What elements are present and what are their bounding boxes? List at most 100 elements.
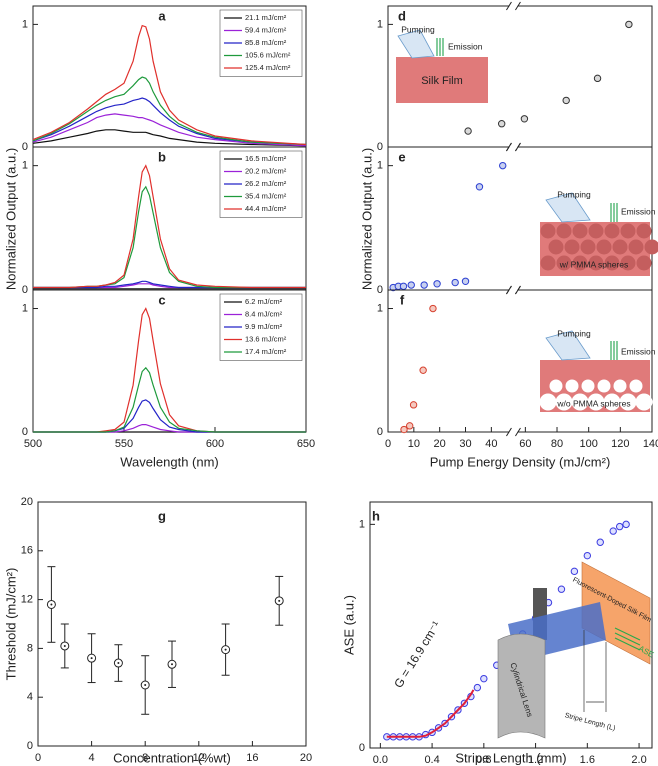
data-point — [625, 20, 633, 29]
void — [587, 393, 605, 411]
void — [539, 393, 557, 411]
sphere — [540, 255, 556, 271]
insets: Pumping Emission Silk Film Pumping Emiss… — [396, 24, 658, 739]
ase-arrows — [614, 627, 641, 651]
data-point-center — [278, 599, 281, 602]
data-point — [562, 96, 570, 105]
panel-label: d — [398, 8, 406, 23]
data-point — [622, 520, 630, 529]
sphere — [620, 255, 636, 271]
x-tick-label: 16 — [246, 752, 258, 764]
fit-line — [386, 689, 475, 738]
plot-frame — [369, 501, 653, 749]
axis-break — [509, 430, 518, 434]
sphere — [540, 223, 556, 239]
data-point — [419, 366, 427, 374]
axis-break — [515, 142, 521, 152]
sphere — [636, 223, 652, 239]
pump-beam — [545, 330, 591, 361]
x-tick-label: 1.2 — [528, 754, 543, 766]
x-tick-label: 30 — [459, 438, 471, 450]
x-tick-label: 140 — [643, 438, 658, 450]
axis-break — [506, 427, 512, 437]
data-point — [557, 585, 566, 593]
data-point-center — [171, 663, 173, 666]
panel-label: c — [158, 292, 165, 307]
legend-label: 44.4 mJ/cm² — [245, 204, 287, 213]
data-point — [451, 278, 459, 287]
data-point — [499, 161, 507, 170]
legend-label: 26.2 mJ/cm² — [245, 179, 287, 188]
inset-label: Pumping — [557, 328, 591, 338]
inset-label: Emission — [621, 346, 656, 356]
spectrum-line — [32, 113, 307, 147]
legend-label: 6.2 mJ/cm² — [245, 297, 283, 306]
axis-break — [509, 145, 518, 149]
void — [571, 393, 589, 411]
inset-label: Emission — [621, 206, 656, 216]
data-point — [596, 538, 604, 546]
panel-label: e — [398, 149, 405, 164]
data-point — [429, 304, 437, 313]
data-point — [615, 522, 624, 531]
x-tick-label: 0.4 — [424, 754, 439, 766]
x-tick-label: 12 — [193, 752, 205, 764]
voids — [539, 379, 653, 411]
y-tick-label: 12 — [21, 594, 33, 606]
spectrum-line — [32, 24, 307, 146]
x-tick-label: 0 — [385, 438, 391, 450]
y-axis-title: Threshold (mJ/cm²) — [3, 568, 18, 681]
sphere — [572, 223, 588, 239]
y-tick-label: 0 — [22, 426, 28, 438]
axis-break — [509, 4, 518, 8]
y-tick-label: 1 — [22, 302, 28, 314]
axis-break — [506, 285, 512, 295]
sphere — [628, 239, 644, 255]
sphere — [564, 239, 580, 255]
y-tick-label: 1 — [22, 18, 28, 30]
legend-label: 105.6 mJ/cm² — [245, 50, 291, 59]
panel-label: f — [400, 292, 405, 307]
sphere — [588, 255, 604, 271]
spectrum-line — [33, 164, 306, 289]
x-tick-label: 500 — [24, 438, 42, 450]
data-point — [570, 567, 579, 576]
emission-arrows — [610, 203, 618, 222]
x-tick-label: 0 — [35, 752, 41, 764]
data-point-center — [144, 684, 147, 686]
plot-frame — [387, 289, 653, 433]
sphere — [580, 239, 596, 255]
x-axis-title: Wavelength (nm) — [120, 454, 219, 469]
data-point — [609, 527, 617, 535]
x-axis-title: Concentration (%wt) — [113, 750, 231, 765]
void — [635, 393, 653, 411]
axis-break — [506, 1, 512, 11]
silk-film — [396, 57, 488, 103]
silk-film — [581, 561, 651, 665]
y-tick-label: 8 — [27, 642, 33, 654]
y-tick-label: 0 — [377, 141, 383, 153]
y-tick-label: 1 — [359, 518, 365, 530]
sphere — [620, 223, 636, 239]
legend-label: 35.4 mJ/cm² — [245, 191, 287, 200]
sphere — [636, 255, 652, 271]
x-tick-label: 10 — [408, 438, 420, 450]
x-tick-label: 550 — [115, 438, 133, 450]
sphere — [556, 223, 572, 239]
x-tick-label: 20 — [300, 752, 312, 764]
legend-label: 21.1 mJ/cm² — [245, 13, 287, 22]
data-point — [464, 127, 472, 135]
y-tick-label: 0 — [377, 426, 383, 438]
spectrum-line — [33, 280, 306, 289]
void — [581, 379, 595, 393]
y-tick-label: 16 — [21, 545, 33, 557]
sphere — [572, 255, 588, 271]
spectrum-line — [33, 399, 306, 433]
void — [549, 379, 563, 393]
x-tick-label: 600 — [206, 438, 224, 450]
x-tick-label: 60 — [519, 438, 531, 450]
data-point-center — [50, 603, 53, 606]
inset-label: w/ PMMA spheres — [559, 259, 629, 269]
x-tick-label: 8 — [142, 752, 148, 764]
